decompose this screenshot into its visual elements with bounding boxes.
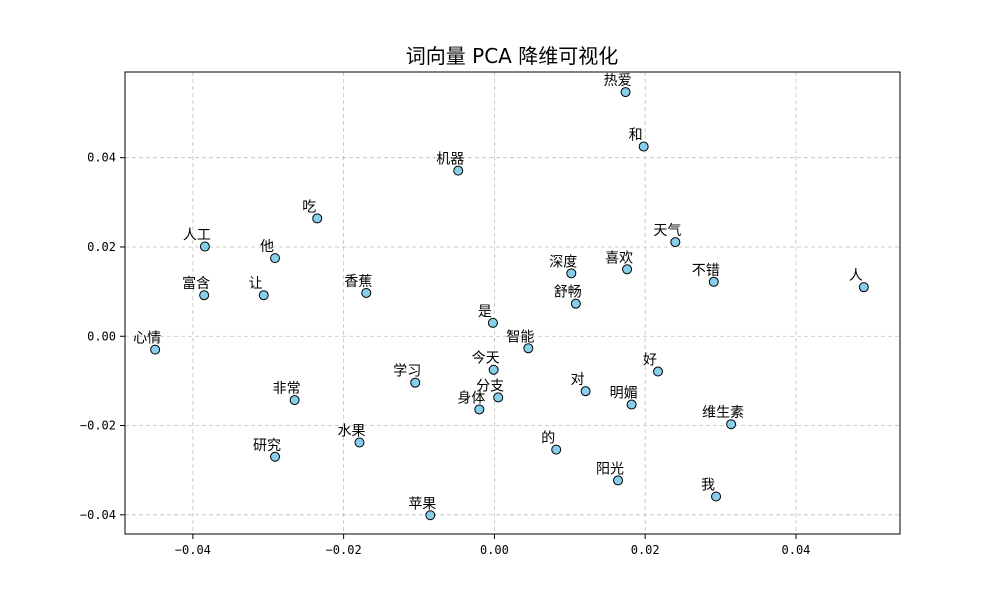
data-point <box>354 437 365 448</box>
point-label: 深度 <box>549 254 577 270</box>
data-point <box>626 399 637 410</box>
point-label: 香蕉 <box>344 274 372 290</box>
data-point <box>312 213 323 224</box>
data-point <box>493 392 504 403</box>
point-label: 对 <box>571 372 585 388</box>
data-point <box>622 264 633 275</box>
data-point <box>566 268 577 279</box>
point-label: 舒畅 <box>554 285 582 301</box>
data-point <box>487 317 498 328</box>
data-point <box>361 287 372 298</box>
data-point <box>858 282 869 293</box>
point-label: 让 <box>249 276 263 292</box>
data-point <box>199 290 210 301</box>
data-point <box>670 237 681 248</box>
data-point <box>258 290 269 301</box>
point-label: 今天 <box>472 351 500 367</box>
data-point <box>199 241 210 252</box>
x-tick-label: 0.04 <box>782 543 811 557</box>
data-point <box>708 276 719 287</box>
point-label: 人 <box>849 268 863 284</box>
data-point <box>270 451 281 462</box>
data-point <box>653 366 664 377</box>
data-point <box>620 87 631 98</box>
data-point <box>523 343 534 354</box>
data-point <box>289 395 300 406</box>
data-point <box>453 165 464 176</box>
x-tick-label: 0.00 <box>480 543 509 557</box>
point-label: 水果 <box>337 423 365 439</box>
point-label: 和 <box>629 128 643 144</box>
point-label: 天气 <box>653 223 681 239</box>
x-tick-label: −0.04 <box>175 543 211 557</box>
point-label: 研究 <box>253 438 281 454</box>
point-label: 是 <box>478 304 492 320</box>
point-label: 的 <box>541 431 555 447</box>
data-point <box>551 444 562 455</box>
point-label: 人工 <box>183 228 211 244</box>
data-point <box>488 364 499 375</box>
point-label: 分支 <box>476 378 504 394</box>
point-label: 我 <box>701 478 715 494</box>
point-label: 吃 <box>302 199 316 215</box>
y-tick-label: 0.00 <box>87 329 116 343</box>
point-label: 喜欢 <box>605 250 633 266</box>
point-label: 明媚 <box>610 386 638 402</box>
point-label: 苹果 <box>408 496 436 512</box>
data-point <box>150 344 161 355</box>
data-point <box>711 491 722 502</box>
point-label: 维生素 <box>702 405 744 421</box>
y-tick-label: 0.04 <box>87 151 116 165</box>
point-label: 智能 <box>506 329 534 345</box>
point-label: 心情 <box>133 331 161 347</box>
axis-ticks: −0.04 −0.02 0.00 0.02 0.04 −0.04 −0.02 0.00 0.02… <box>80 151 811 557</box>
y-tick-label: −0.02 <box>80 419 116 433</box>
point-label: 富含 <box>182 275 210 292</box>
point-label: 学习 <box>393 364 421 380</box>
point-label: 他 <box>260 239 274 255</box>
data-point <box>726 419 737 430</box>
point-label: 非常 <box>273 381 301 397</box>
data-point <box>580 386 591 397</box>
point-label: 身体 <box>457 390 485 406</box>
point-label: 阳光 <box>596 461 624 477</box>
x-tick-label: −0.02 <box>326 543 362 557</box>
y-tick-label: −0.04 <box>80 508 116 522</box>
data-point <box>638 141 649 152</box>
data-point <box>425 510 436 521</box>
x-tick-label: 0.02 <box>631 543 660 557</box>
data-point <box>570 298 581 309</box>
point-label: 不错 <box>692 263 720 279</box>
data-point <box>613 475 624 486</box>
data-point <box>270 253 281 264</box>
data-point <box>474 404 485 415</box>
point-label: 机器 <box>436 152 464 168</box>
plot-frame <box>124 71 901 535</box>
grid-lines <box>125 72 900 534</box>
point-label: 好 <box>643 353 657 369</box>
data-point <box>410 377 421 388</box>
y-tick-label: 0.02 <box>87 240 116 254</box>
chart-title: 词向量 PCA 降维可视化 <box>406 44 618 68</box>
point-label: 热爱 <box>604 73 632 89</box>
